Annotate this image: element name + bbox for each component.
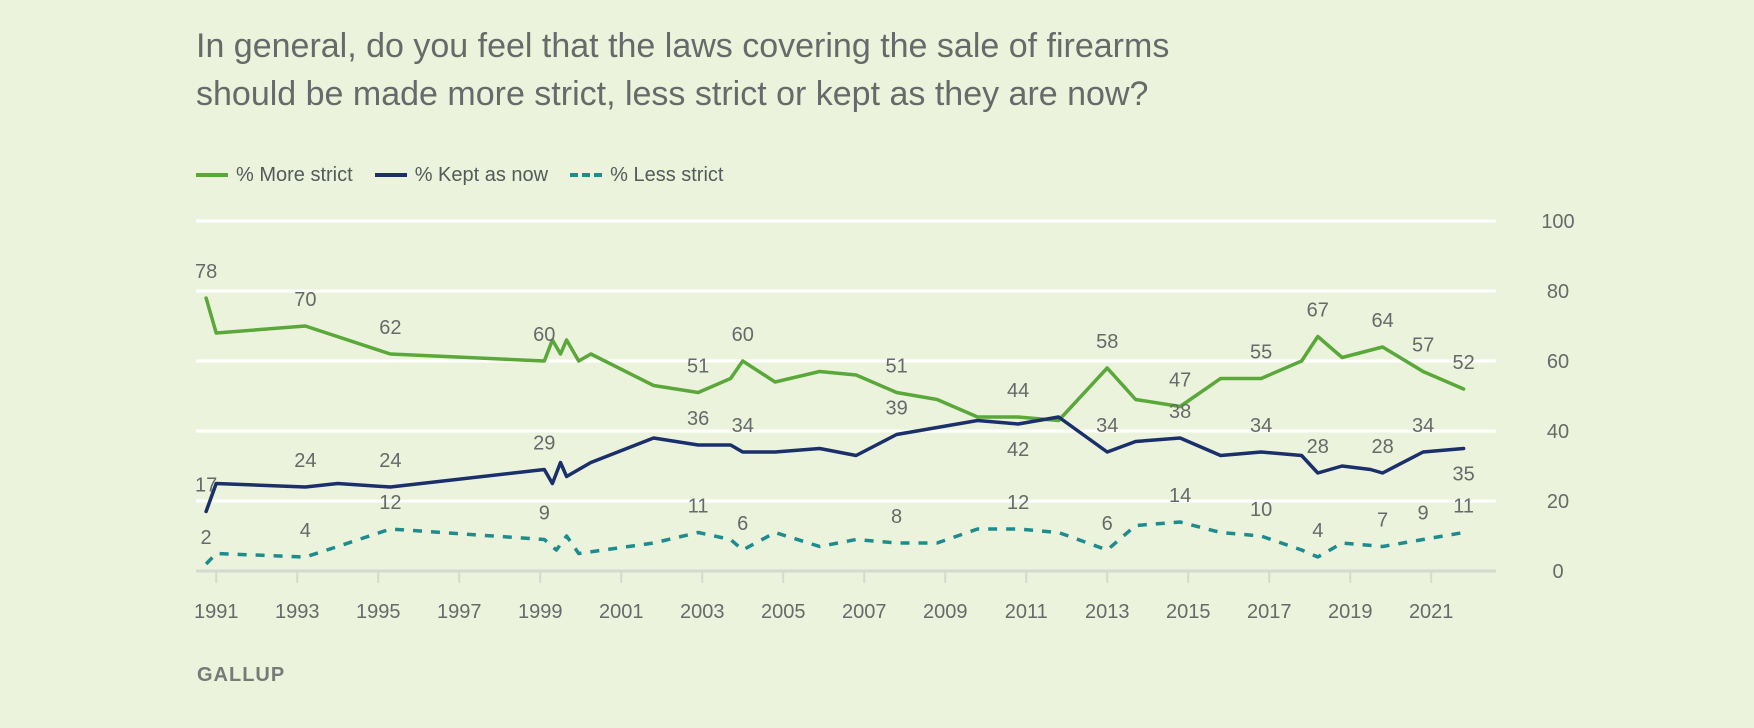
data-label-less-strict: 4 bbox=[300, 520, 311, 542]
data-label-less-strict: 2 bbox=[201, 527, 212, 549]
x-tick-label-1997: 1997 bbox=[437, 601, 482, 623]
legend-item-less-strict: % Less strict bbox=[570, 164, 723, 187]
data-label-more-strict: 55 bbox=[1250, 342, 1272, 364]
data-label-less-strict: 12 bbox=[1007, 492, 1029, 514]
data-label-more-strict: 52 bbox=[1452, 352, 1474, 374]
data-label-less-strict: 11 bbox=[1453, 496, 1474, 518]
legend-swatch-less-strict bbox=[570, 173, 603, 177]
data-label-more-strict: 60 bbox=[533, 324, 555, 346]
legend-label-less-strict: % Less strict bbox=[610, 163, 724, 186]
x-tick-label-2009: 2009 bbox=[923, 601, 968, 623]
y-tick-label-60: 60 bbox=[1547, 351, 1569, 373]
data-label-kept: 38 bbox=[1169, 401, 1191, 423]
data-label-less-strict: 7 bbox=[1377, 510, 1388, 532]
data-label-more-strict: 78 bbox=[195, 261, 217, 283]
data-label-less-strict: 12 bbox=[379, 492, 401, 514]
y-tick-label-0: 0 bbox=[1552, 561, 1563, 583]
data-label-less-strict: 6 bbox=[737, 513, 748, 535]
series-line-more-strict bbox=[204, 296, 1466, 423]
data-label-less-strict: 10 bbox=[1250, 499, 1272, 521]
data-label-more-strict: 64 bbox=[1371, 310, 1393, 332]
data-label-more-strict: 67 bbox=[1307, 300, 1329, 322]
x-tick-label-2001: 2001 bbox=[599, 601, 644, 623]
data-label-less-strict: 9 bbox=[1418, 503, 1429, 525]
data-label-more-strict: 47 bbox=[1169, 370, 1191, 392]
series-line-less-strict bbox=[204, 520, 1464, 566]
data-label-kept: 34 bbox=[1412, 415, 1434, 437]
source-label: GALLUP bbox=[197, 664, 286, 686]
data-label-more-strict: 51 bbox=[687, 356, 709, 378]
data-label-more-strict: 57 bbox=[1412, 335, 1434, 357]
data-label-less-strict: 9 bbox=[539, 503, 550, 525]
x-tick-label-2017: 2017 bbox=[1247, 601, 1292, 623]
series-line-kept bbox=[204, 415, 1466, 514]
x-tick-label-2011: 2011 bbox=[1005, 601, 1048, 623]
x-tick-label-1995: 1995 bbox=[356, 601, 401, 623]
data-label-more-strict: 60 bbox=[732, 324, 754, 346]
data-label-less-strict: 11 bbox=[688, 496, 709, 518]
legend-swatch-more-strict bbox=[196, 173, 228, 177]
data-label-kept: 29 bbox=[533, 433, 555, 455]
legend-swatch-kept-as-now bbox=[374, 173, 407, 177]
data-label-kept: 34 bbox=[732, 415, 754, 437]
legend-item-kept-as-now: % Kept as now bbox=[374, 163, 549, 187]
x-tick-label-1999: 1999 bbox=[518, 601, 563, 623]
data-label-kept: 36 bbox=[687, 408, 709, 430]
data-label-kept: 42 bbox=[1007, 439, 1029, 461]
x-tick-label-1993: 1993 bbox=[275, 601, 320, 623]
data-label-kept: 35 bbox=[1452, 464, 1474, 486]
data-label-more-strict: 70 bbox=[294, 289, 316, 311]
data-label-kept: 28 bbox=[1371, 436, 1393, 458]
x-tick-label-2005: 2005 bbox=[761, 601, 806, 623]
x-tick-label-2019: 2019 bbox=[1328, 601, 1373, 623]
x-tick-label-1991: 1991 bbox=[194, 601, 239, 623]
data-label-kept: 24 bbox=[379, 450, 401, 472]
data-label-kept: 39 bbox=[885, 398, 907, 420]
data-label-less-strict: 14 bbox=[1169, 485, 1191, 507]
y-tick-label-20: 20 bbox=[1547, 491, 1569, 513]
x-tick-label-2013: 2013 bbox=[1085, 601, 1130, 623]
x-tick-label-2015: 2015 bbox=[1166, 601, 1211, 623]
data-label-more-strict: 51 bbox=[885, 356, 907, 378]
chart-title: In general, do you feel that the laws co… bbox=[196, 27, 1170, 113]
data-label-kept: 28 bbox=[1307, 436, 1329, 458]
data-label-less-strict: 6 bbox=[1102, 513, 1113, 535]
data-label-less-strict: 4 bbox=[1312, 520, 1323, 542]
data-label-kept: 34 bbox=[1096, 415, 1118, 437]
y-tick-label-40: 40 bbox=[1547, 421, 1569, 443]
x-tick-label-2007: 2007 bbox=[842, 601, 887, 623]
legend-label-kept-as-now: % Kept as now bbox=[414, 163, 549, 186]
data-label-less-strict: 8 bbox=[891, 506, 902, 528]
y-tick-label-80: 80 bbox=[1547, 281, 1569, 303]
chart-legend: % More strict % Kept as now % Less stric… bbox=[196, 160, 723, 190]
legend-item-more-strict: % More strict bbox=[196, 164, 353, 187]
data-label-kept: 24 bbox=[294, 450, 316, 472]
data-label-kept: 17 bbox=[195, 475, 217, 497]
data-label-more-strict: 58 bbox=[1096, 331, 1118, 353]
data-label-more-strict: 44 bbox=[1007, 380, 1029, 402]
y-tick-label-100: 100 bbox=[1541, 211, 1574, 233]
legend-label-more-strict: % More strict bbox=[236, 163, 353, 186]
x-tick-label-2003: 2003 bbox=[680, 601, 725, 623]
data-label-more-strict: 62 bbox=[379, 317, 401, 339]
data-label-kept: 34 bbox=[1250, 415, 1272, 437]
x-tick-label-2021: 2021 bbox=[1409, 601, 1454, 623]
